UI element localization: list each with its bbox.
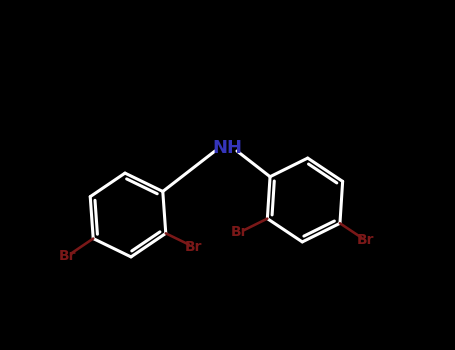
Text: NH: NH: [212, 139, 242, 157]
Text: Br: Br: [231, 225, 248, 239]
Text: Br: Br: [59, 249, 76, 263]
Text: Br: Br: [357, 233, 374, 247]
Text: Br: Br: [185, 240, 202, 254]
